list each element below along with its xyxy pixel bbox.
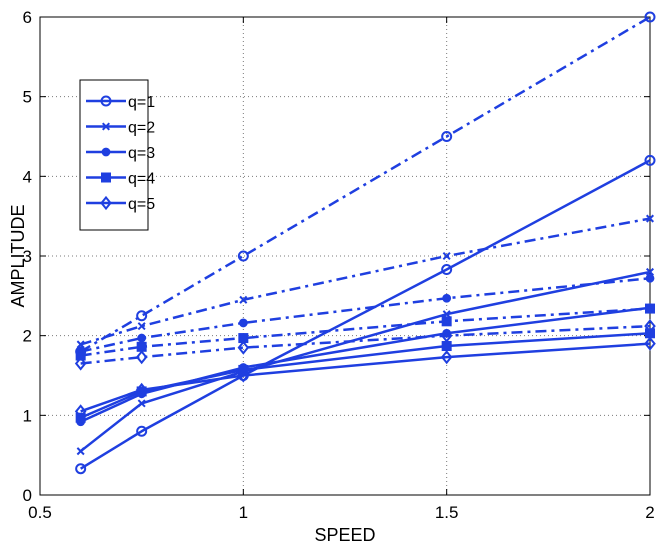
x-marker <box>137 322 146 331</box>
legend-label: q=4 <box>128 171 155 188</box>
x-marker <box>137 399 146 408</box>
square-marker <box>101 172 111 183</box>
x-tick-labels: 0.5 1 1.5 2 <box>28 503 655 522</box>
dot-marker <box>137 333 147 343</box>
series-line <box>80 217 651 346</box>
diamond-marker <box>135 382 148 397</box>
series-lines <box>74 11 656 475</box>
series-7 <box>76 214 655 349</box>
dot-marker <box>101 147 111 157</box>
circle-marker <box>136 425 148 437</box>
legend-item: q=5 <box>86 195 155 213</box>
grid-lines <box>40 17 650 495</box>
y-tick-label: 4 <box>23 167 32 186</box>
series-line <box>80 277 651 353</box>
square-marker <box>645 303 655 314</box>
diamond-marker <box>237 368 250 383</box>
x-marker <box>442 251 451 261</box>
diamond-marker <box>644 319 656 334</box>
legend-item: q=3 <box>86 145 155 162</box>
dot-marker <box>238 318 248 328</box>
y-tick-label: 6 <box>23 8 32 27</box>
series-10 <box>74 319 656 371</box>
series-line <box>80 307 651 357</box>
y-tick-label: 0 <box>23 486 32 505</box>
legend-label: q=5 <box>128 196 155 213</box>
legend: q=1 q=2 q=3 q=4 q=5 <box>79 79 155 231</box>
diamond-marker <box>440 350 453 365</box>
x-marker <box>645 214 655 223</box>
series-5 <box>74 336 656 419</box>
series-8 <box>76 273 655 357</box>
legend-item: q=2 <box>86 120 155 137</box>
y-tick-label: 1 <box>23 406 32 425</box>
y-tick-labels: 0 1 2 3 4 5 6 <box>23 8 32 505</box>
diamond-marker <box>440 328 453 343</box>
x-tick-label: 1.5 <box>435 503 459 522</box>
x-axis-title: SPEED <box>314 525 375 545</box>
circle-marker <box>644 11 656 23</box>
legend-label: q=2 <box>128 120 155 137</box>
x-marker <box>76 340 85 349</box>
circle-marker <box>237 250 249 262</box>
y-tick-label: 2 <box>23 327 32 346</box>
square-marker <box>441 341 452 352</box>
legend-box <box>79 79 149 231</box>
circle-marker <box>441 264 453 276</box>
legend-item: q=1 <box>86 94 155 111</box>
legend-item: q=4 <box>86 171 155 188</box>
circle-marker <box>136 310 148 322</box>
series-line <box>79 270 651 453</box>
x-tick-label: 2 <box>645 503 654 522</box>
x-marker <box>645 267 655 276</box>
diamond-marker <box>644 336 656 351</box>
x-tick-label: 1 <box>239 503 248 522</box>
series-6 <box>75 11 656 358</box>
circle-marker <box>75 463 87 475</box>
dot-marker <box>645 273 655 283</box>
circle-marker <box>644 154 656 166</box>
legend-label: q=3 <box>128 145 155 162</box>
x-marker <box>101 122 111 131</box>
diamond-marker <box>74 356 87 371</box>
circle-marker <box>441 131 453 142</box>
diamond-marker <box>100 195 112 211</box>
series-line <box>80 324 651 365</box>
diamond-marker <box>135 350 148 365</box>
series-2 <box>76 267 655 456</box>
diamond-marker <box>74 404 87 419</box>
x-tick-label: 0.5 <box>28 503 52 522</box>
square-marker <box>441 316 452 327</box>
x-marker <box>76 447 85 456</box>
series-line <box>80 15 651 353</box>
series-line <box>80 342 651 413</box>
x-marker <box>239 295 248 304</box>
y-axis-title: AMPLITUDE <box>8 204 28 307</box>
dot-marker <box>442 293 452 303</box>
series-4 <box>75 328 655 423</box>
legend-label: q=1 <box>128 94 155 111</box>
square-marker <box>136 341 147 352</box>
y-tick-label: 3 <box>23 247 32 266</box>
circle-marker <box>100 95 112 107</box>
diamond-marker <box>237 340 250 355</box>
y-tick-label: 5 <box>23 88 32 107</box>
